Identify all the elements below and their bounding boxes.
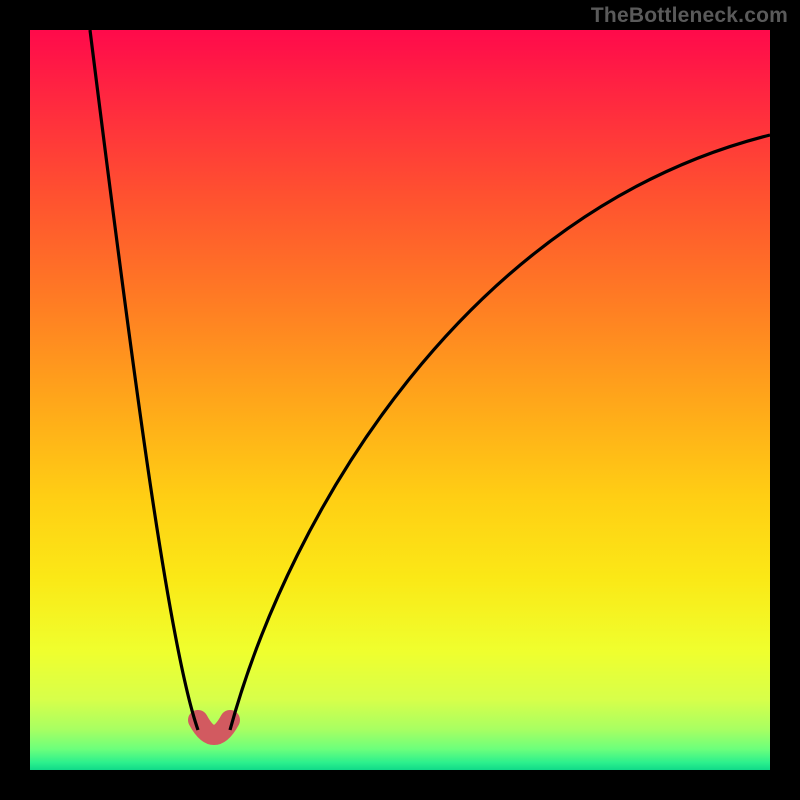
chart-panel	[30, 30, 770, 770]
watermark-text: TheBottleneck.com	[591, 4, 788, 28]
gradient-background	[30, 30, 770, 770]
chart-canvas: TheBottleneck.com	[0, 0, 800, 800]
